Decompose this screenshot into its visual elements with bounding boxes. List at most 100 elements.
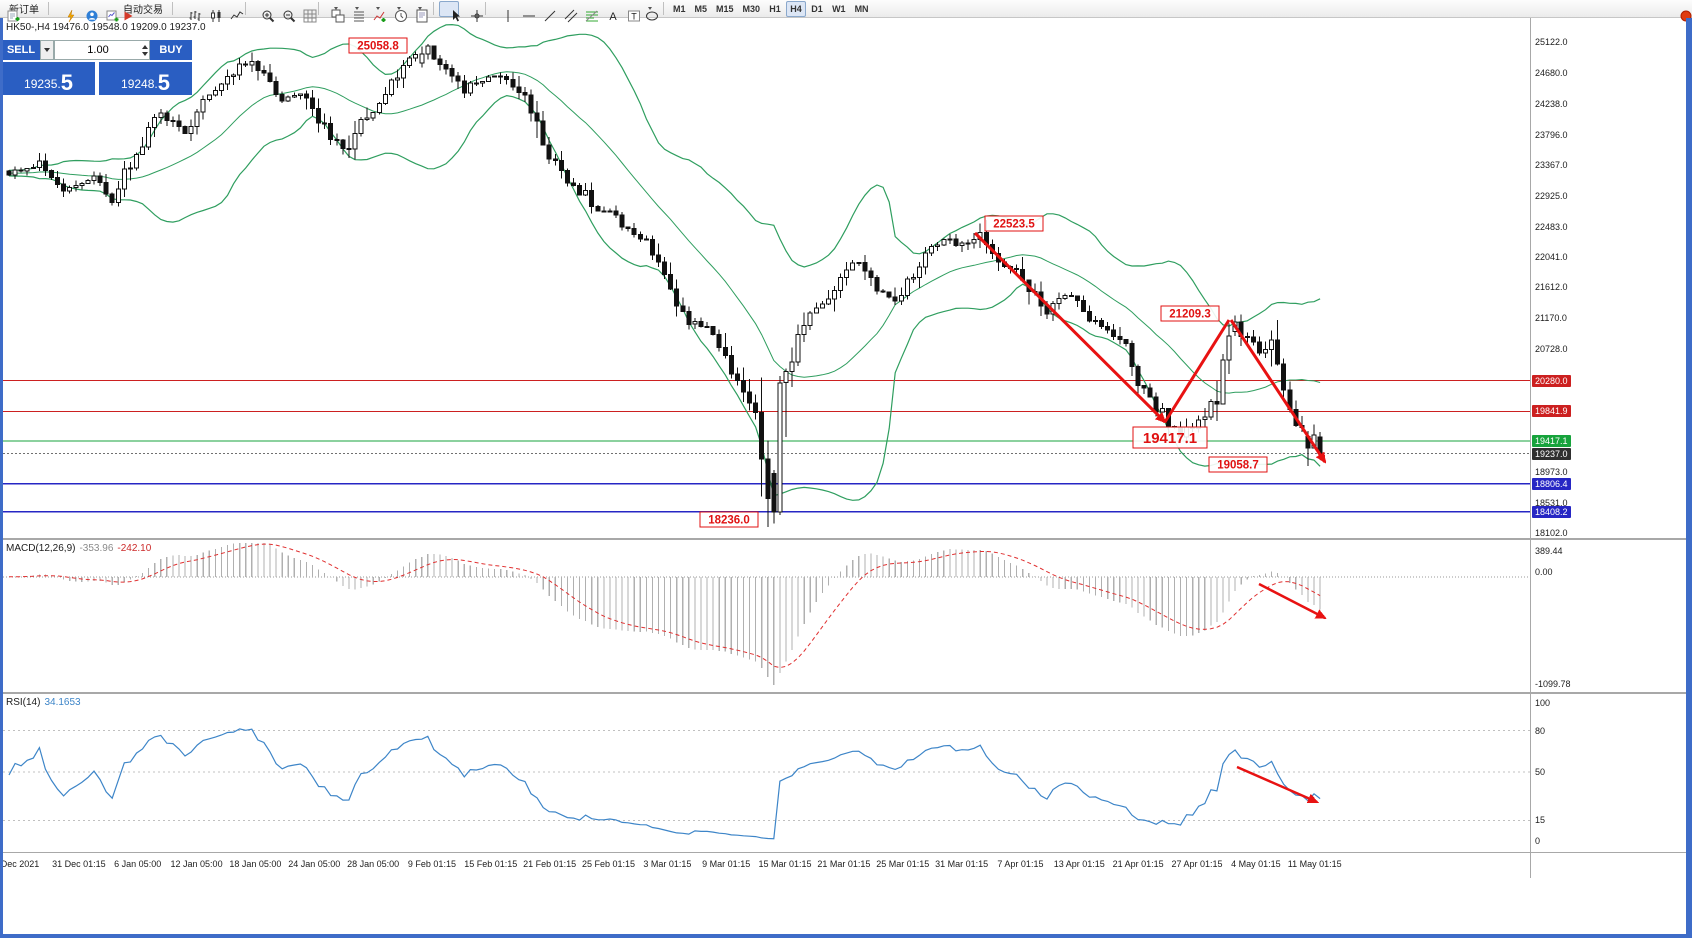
rsi-name: RSI(14) <box>6 697 41 708</box>
price-axis[interactable]: 25122.0 24680.0 24238.0 23796.0 23367.0 22925… <box>1531 18 1686 878</box>
trend-arrow[interactable] <box>973 231 1167 424</box>
axis-label: 0 <box>1535 836 1541 846</box>
volume-field-wrap <box>54 40 150 60</box>
indicators-button[interactable] <box>366 1 386 22</box>
templates-button[interactable] <box>408 1 428 22</box>
tf-h4[interactable]: H4 <box>786 0 807 17</box>
channel-button[interactable] <box>554 1 578 22</box>
toolbar-button-label: H1 <box>769 3 781 14</box>
macd-main-value: -353.96 <box>79 543 114 554</box>
sell-price-display[interactable]: 19235. 5 <box>2 62 95 95</box>
trend-arrow[interactable] <box>1236 765 1319 804</box>
axis-label: 18102.0 <box>1535 527 1568 538</box>
buy-price-display[interactable]: 19248. 5 <box>99 62 192 95</box>
tf-m30[interactable]: M30 <box>739 1 765 17</box>
time-label: 27 Apr 01:15 <box>1171 859 1223 869</box>
volume-increase-button[interactable] <box>142 45 148 49</box>
svg-text:18236.0: 18236.0 <box>708 515 750 527</box>
tf-m5[interactable]: M5 <box>691 1 712 17</box>
bollinger-upper-band <box>8 23 1321 327</box>
time-label: 9 Feb 01:15 <box>407 859 456 869</box>
panel-separator-main-macd[interactable] <box>0 538 1686 540</box>
tf-d1[interactable]: D1 <box>807 1 827 17</box>
mql5-community-button[interactable] <box>54 1 75 22</box>
price-annotation[interactable]: 19058.7 <box>1208 456 1268 473</box>
one-click-trading-panel: SELL BUY 19235.5 19248.5 <box>2 40 192 95</box>
trendline-button[interactable] <box>533 1 556 21</box>
trend-arrow[interactable] <box>1258 582 1327 620</box>
axis-label: -1099.78 <box>1535 679 1571 689</box>
chevron-down-icon <box>44 48 50 52</box>
axis-label: 24680.0 <box>1535 67 1568 78</box>
trade-options-dropdown[interactable] <box>40 40 54 60</box>
vertical-line-button[interactable] <box>491 1 511 22</box>
rsi-indicator-label: RSI(14) 34.1653 <box>6 697 81 708</box>
price-annotation[interactable]: 19417.1 <box>1132 426 1208 449</box>
market-depth-button[interactable] <box>345 1 365 21</box>
svg-text:19058.7: 19058.7 <box>1217 460 1259 472</box>
candlestick-chart-button[interactable] <box>199 1 221 22</box>
text-button[interactable]: A <box>596 1 617 23</box>
axis-label: 20728.0 <box>1535 344 1568 355</box>
axis-label: 22925.0 <box>1535 190 1568 201</box>
main-chart-canvas[interactable]: 25058.8 22523.5 21209.3 19417.1 19058.7 18236… <box>3 18 1530 538</box>
svg-text:25058.8: 25058.8 <box>357 41 399 53</box>
volume-decrease-button[interactable] <box>142 52 148 56</box>
sell-button[interactable]: SELL <box>2 40 40 60</box>
panel-separator-macd-rsi[interactable] <box>0 692 1686 694</box>
support-chat-button[interactable] <box>75 1 98 21</box>
text-label-button[interactable]: T <box>617 1 640 21</box>
window-border-right <box>1686 18 1692 938</box>
tf-m1[interactable]: M1 <box>669 1 690 17</box>
axis-label: 22041.0 <box>1535 252 1568 263</box>
time-label: 7 Apr 01:15 <box>997 859 1044 869</box>
rsi-line <box>8 728 1321 840</box>
periods-button[interactable] <box>387 1 407 22</box>
horizontal-line-button[interactable] <box>512 1 535 17</box>
trade-panel-price-row: 19235. 5 19248. 5 <box>2 62 192 95</box>
bar-chart-button[interactable] <box>178 1 201 21</box>
crosshair-button[interactable] <box>460 1 483 22</box>
toolbar-separator <box>318 2 319 15</box>
tf-m15[interactable]: M15 <box>712 1 738 17</box>
new-order-button[interactable]: 新订单 <box>3 1 43 21</box>
time-label: 24 Jan 05:00 <box>288 859 341 869</box>
time-label: 21 Feb 01:15 <box>523 859 577 869</box>
time-label: 18 Jan 05:00 <box>229 859 282 869</box>
new-chart-button[interactable] <box>96 1 119 21</box>
price-annotation[interactable]: 25058.8 <box>348 37 408 54</box>
trend-arrow[interactable] <box>1229 319 1327 464</box>
windows-arrange-button[interactable] <box>324 1 344 22</box>
rsi-panel-canvas[interactable] <box>3 694 1530 852</box>
time-label: 9 Mar 01:15 <box>702 859 751 869</box>
trend-arrow[interactable] <box>1163 319 1231 423</box>
toolbar-separator <box>663 2 664 15</box>
toolbar-button-label: M1 <box>673 3 686 14</box>
window-border-left <box>0 18 3 938</box>
panel-separator-rsi-time[interactable] <box>0 852 1686 853</box>
zoom-in-button[interactable] <box>251 1 275 22</box>
tf-h1[interactable]: H1 <box>765 1 785 17</box>
tf-w1[interactable]: W1 <box>828 1 850 17</box>
macd-panel-canvas[interactable] <box>3 540 1530 692</box>
time-axis[interactable]: Dec 2021 31 Dec 01:15 6 Jan 05:00 12 Jan 05… <box>1 852 1530 878</box>
fibonacci-button[interactable] <box>575 1 598 21</box>
cursor-button[interactable] <box>439 0 460 21</box>
shapes-button[interactable] <box>638 1 658 20</box>
zoom-out-button[interactable] <box>272 1 296 22</box>
tf-mn[interactable]: MN <box>851 1 873 17</box>
volume-input[interactable] <box>55 41 149 59</box>
line-chart-button[interactable] <box>220 1 244 19</box>
price-annotation[interactable]: 18236.0 <box>699 511 759 528</box>
grid-button[interactable] <box>293 1 317 22</box>
notifications-button[interactable] <box>1669 1 1692 21</box>
price-annotation[interactable]: 21209.3 <box>1160 305 1220 322</box>
price-annotation[interactable]: 22523.5 <box>984 215 1044 232</box>
dropdown-arrow-icon <box>375 7 380 10</box>
axis-label: 21612.0 <box>1535 282 1568 293</box>
axis-label: 0.00 <box>1535 567 1553 577</box>
buy-button[interactable]: BUY <box>150 40 192 60</box>
time-label: 3 Mar 01:15 <box>643 859 692 869</box>
svg-text:19417.1: 19417.1 <box>1143 430 1197 447</box>
autotrading-button[interactable]: 自动交易 <box>117 1 167 20</box>
